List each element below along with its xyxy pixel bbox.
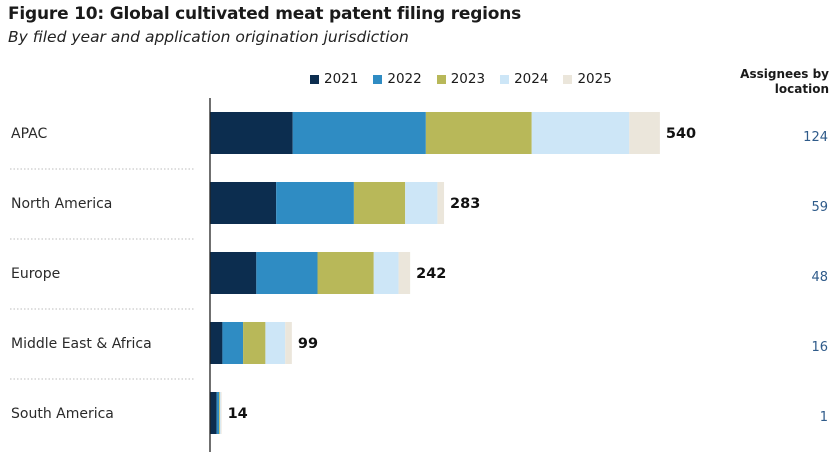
- bar-segment-2021: [210, 112, 293, 154]
- bar-segment-2023: [353, 182, 406, 224]
- bar-segment-2024: [219, 392, 221, 434]
- total-label: 99: [298, 336, 318, 352]
- assignee-count: 59: [811, 200, 828, 215]
- bar-segment-2022: [216, 392, 220, 434]
- bar-segment-2021: [210, 252, 257, 294]
- bar-segment-2023: [317, 252, 374, 294]
- bar-segment-2022: [276, 182, 354, 224]
- bar-segment-2024: [265, 322, 286, 364]
- legend-label-2022: 2022: [387, 71, 422, 87]
- assignees-column-header: Assignees by location: [737, 67, 829, 97]
- bar-segment-2022: [256, 252, 318, 294]
- bar-segment-2024: [373, 252, 399, 294]
- legend-item-2022: 2022: [373, 71, 422, 87]
- legend-item-2021: 2021: [310, 71, 358, 87]
- bar-segment-2024: [405, 182, 438, 224]
- chart-title: Figure 10: Global cultivated meat patent…: [8, 4, 522, 24]
- bar-segment-2025: [629, 112, 660, 154]
- legend-swatch-2024: [500, 74, 510, 84]
- legend-item-2025: 2025: [563, 71, 612, 87]
- legend-swatch-2022: [373, 74, 383, 84]
- legend-item-2023: 2023: [436, 71, 486, 87]
- category-label: North America: [11, 196, 112, 212]
- category-label: South America: [11, 406, 114, 422]
- assignee-count: 48: [811, 270, 828, 285]
- total-label: 14: [228, 406, 248, 422]
- category-label: Middle East & Africa: [11, 336, 152, 352]
- legend-swatch-2021: [310, 74, 319, 84]
- bar-segment-2022: [292, 112, 426, 154]
- legend-label-2024: 2024: [514, 71, 549, 87]
- legend-swatch-2025: [563, 74, 573, 84]
- category-label: APAC: [11, 126, 47, 142]
- assignee-count: 124: [803, 130, 828, 145]
- bar-segment-2023: [425, 112, 532, 154]
- legend-label-2021: 2021: [324, 71, 359, 87]
- bar-segment-2024: [531, 112, 630, 154]
- assignees-header-text: Assignees by location: [740, 67, 829, 96]
- legend-item-2024: 2024: [500, 71, 548, 87]
- legend-label-2023: 2023: [450, 71, 486, 87]
- bar-segment-2025: [220, 392, 222, 434]
- bar-segment-2025: [285, 322, 292, 364]
- total-label: 540: [666, 126, 696, 142]
- bar-segment-2025: [437, 182, 445, 224]
- bar-segment-2025: [398, 252, 411, 294]
- legend: 2021 2022 2023 2024 2025: [310, 71, 627, 87]
- bar-segment-2023: [219, 392, 220, 434]
- bar-segment-2021: [210, 392, 217, 434]
- assignee-count: 1: [820, 410, 828, 425]
- total-label: 283: [450, 196, 480, 212]
- bar-segment-2021: [210, 322, 223, 364]
- bar-segment-2021: [210, 182, 277, 224]
- total-label: 242: [416, 266, 446, 282]
- bar-segment-2023: [243, 322, 266, 364]
- chart-subtitle: By filed year and application originatio…: [8, 28, 409, 46]
- legend-label-2025: 2025: [577, 71, 612, 87]
- category-label: Europe: [11, 266, 60, 282]
- assignee-count: 16: [811, 340, 828, 355]
- legend-swatch-2023: [436, 74, 446, 84]
- bar-segment-2022: [222, 322, 244, 364]
